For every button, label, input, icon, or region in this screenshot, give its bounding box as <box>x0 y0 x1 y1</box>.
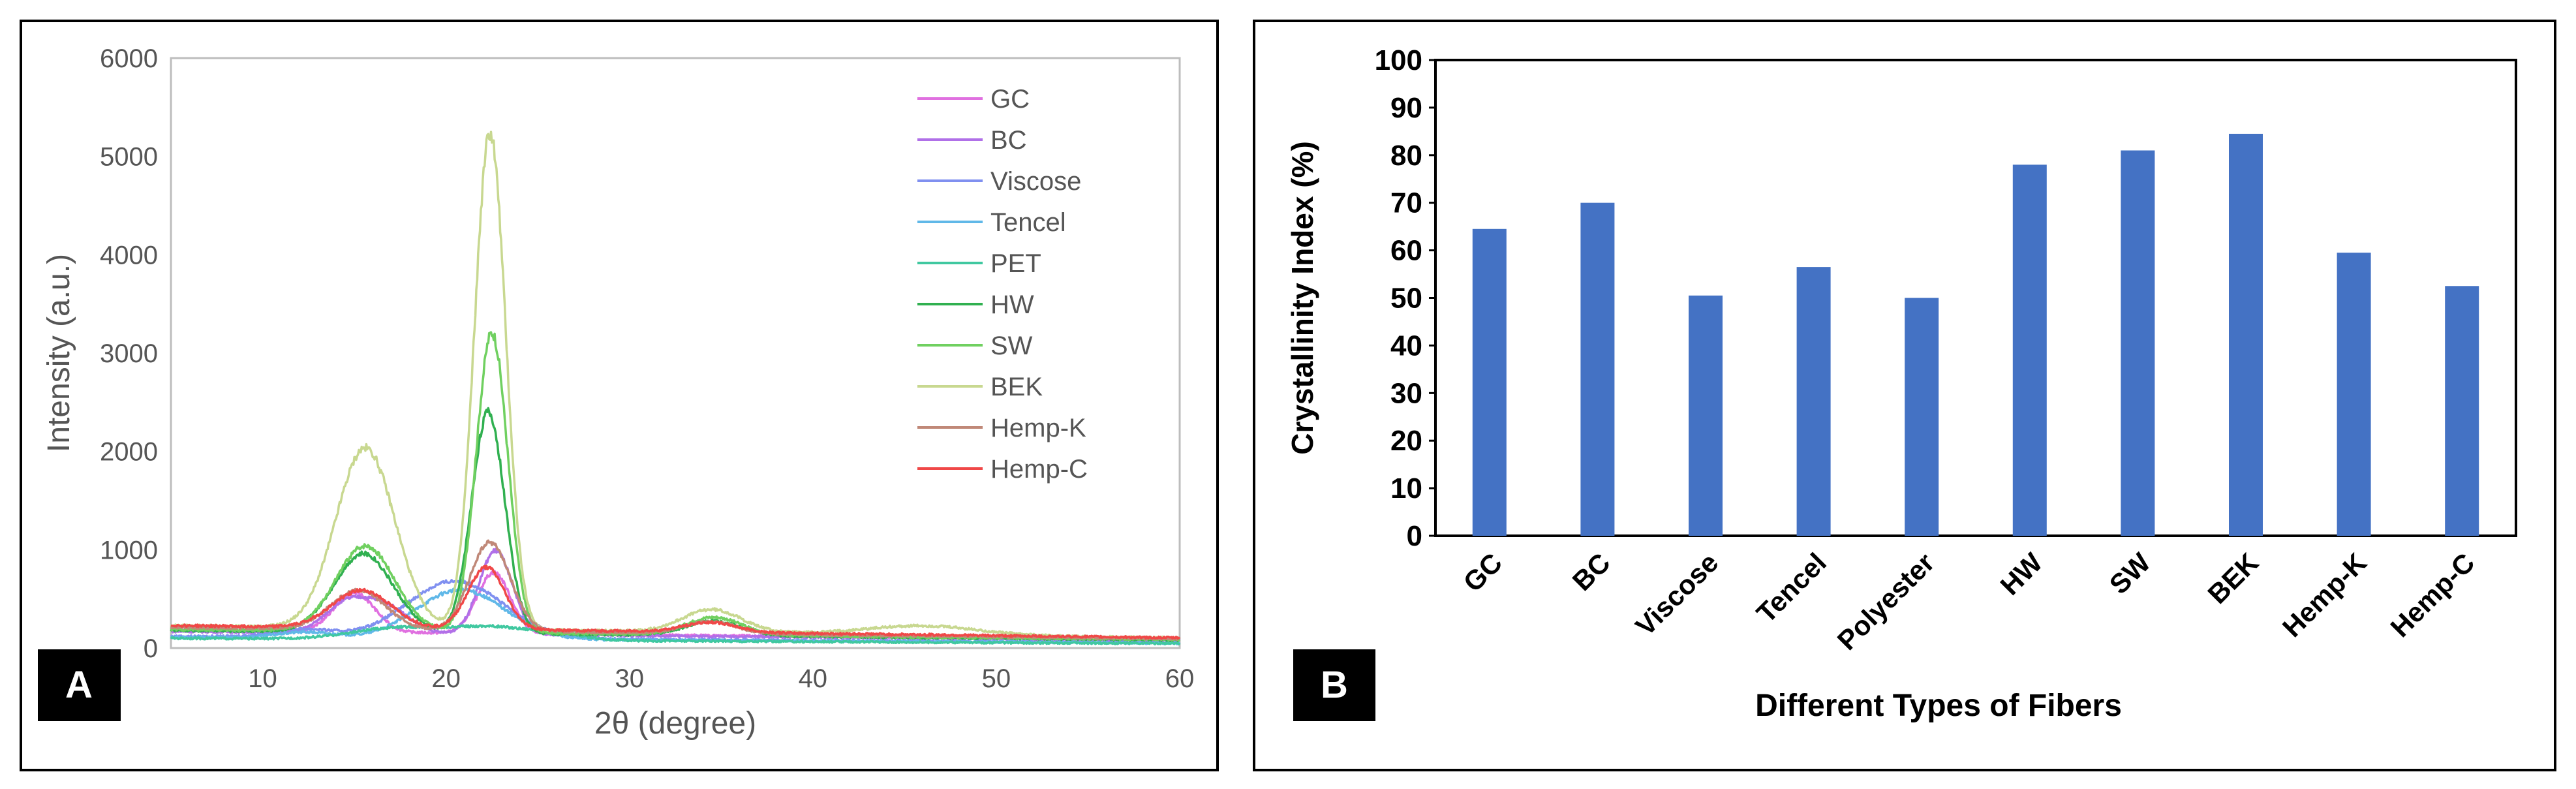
bar-sw <box>2121 150 2155 536</box>
y-tick-label: 80 <box>1390 140 1422 172</box>
bar-viscose <box>1689 295 1723 536</box>
category-label: BC <box>1567 547 1616 596</box>
category-label: SW <box>2104 547 2156 600</box>
category-label: HW <box>1994 547 2048 601</box>
y-tick-label: 30 <box>1390 377 1422 409</box>
y-tick-label: 0 <box>144 634 158 663</box>
crystallinity-bar-chart: 0 10 20 30 40 50 60 70 80 90 100 GC BC Viscose TencelP… <box>1285 44 2517 723</box>
series-line-pet <box>170 624 1181 646</box>
legend-label-bc: BC <box>990 126 1027 155</box>
bar-hw <box>2012 164 2047 536</box>
y-tick-label: 3000 <box>100 339 158 368</box>
y-tick-label: 100 <box>1375 44 1422 76</box>
legend-label-viscose: Viscose <box>990 167 1081 196</box>
y-tick-label: 10 <box>1390 472 1422 504</box>
bar-polyester <box>1905 298 1939 536</box>
x-tick-label: 40 <box>799 664 828 693</box>
x-tick-label: 10 <box>248 664 277 693</box>
x-tick-label: 60 <box>1165 664 1195 693</box>
y-tick-label: 4000 <box>100 241 158 270</box>
category-label: Polyester <box>1832 547 1940 656</box>
y-tick-label: 70 <box>1390 187 1422 219</box>
panel-label-box <box>1293 649 1375 721</box>
y-tick-label: 90 <box>1390 92 1422 124</box>
series-line-hemp-k <box>170 539 1180 641</box>
series-line-hw <box>170 407 1180 642</box>
y-tick-label: 0 <box>1407 520 1422 552</box>
y-tick-label: 5000 <box>100 143 158 172</box>
category-label: Hemp-K <box>2277 547 2372 643</box>
legend-label-pet: PET <box>990 249 1041 278</box>
y-tick-label: 1000 <box>100 536 158 565</box>
bar-hemp-k <box>2337 253 2371 536</box>
x-axis-title: Different Types of Fibers <box>1755 688 2122 723</box>
panel-a-xrd-chart: 0 1000 2000 3000 4000 5000 6000 10 20 30 40 50 60 2θ … <box>20 20 1219 771</box>
bar-bek <box>2229 133 2263 536</box>
bar-tencel <box>1796 267 1831 536</box>
y-tick-label: 6000 <box>100 44 158 73</box>
legend-label-bek: BEK <box>990 373 1043 401</box>
legend-label-tencel: Tencel <box>990 208 1066 237</box>
y-tick-label: 60 <box>1390 235 1422 267</box>
legend-label-hemp-c: Hemp-C <box>990 455 1088 484</box>
legend-label-gc: GC <box>990 85 1030 114</box>
panel-label-a: A <box>65 664 93 706</box>
y-tick-label: 40 <box>1390 330 1422 362</box>
panel-label-b: B <box>1321 664 1348 706</box>
y-tick-label: 20 <box>1390 425 1422 457</box>
series-line-bek <box>170 131 1181 640</box>
legend-label-hemp-k: Hemp-K <box>990 414 1086 442</box>
category-label: BEK <box>2201 547 2264 610</box>
x-axis-title: 2θ (degree) <box>594 706 756 741</box>
x-tick-label: 20 <box>431 664 461 693</box>
category-label: Tencel <box>1751 547 1832 628</box>
y-tick-label: 50 <box>1390 283 1422 315</box>
x-tick-label: 50 <box>982 664 1011 693</box>
series-line-hemp-c <box>170 565 1181 640</box>
bar-bc <box>1580 202 1615 536</box>
legend-label-hw: HW <box>990 290 1034 319</box>
legend-label-sw: SW <box>990 332 1033 360</box>
category-label: Hemp-C <box>2384 547 2480 643</box>
bar-hemp-c <box>2445 286 2479 536</box>
y-axis-title: Intensity (a.u.) <box>42 254 76 452</box>
category-label: Viscose <box>1629 547 1724 642</box>
plot-area-frame <box>170 57 1181 649</box>
x-tick-label: 30 <box>615 664 644 693</box>
panel-label-box <box>38 649 121 721</box>
y-tick-label: 2000 <box>100 438 158 467</box>
category-label: GC <box>1457 547 1508 598</box>
xrd-line-chart: 0 1000 2000 3000 4000 5000 6000 10 20 30 40 50 60 2θ … <box>38 44 1195 741</box>
y-axis-title: Crystallinity Index (%) <box>1285 141 1319 455</box>
panel-b-crystallinity-chart: 0 10 20 30 40 50 60 70 80 90 100 GC BC Viscose Tencel P… <box>1253 20 2556 771</box>
bar-gc <box>1472 228 1507 536</box>
